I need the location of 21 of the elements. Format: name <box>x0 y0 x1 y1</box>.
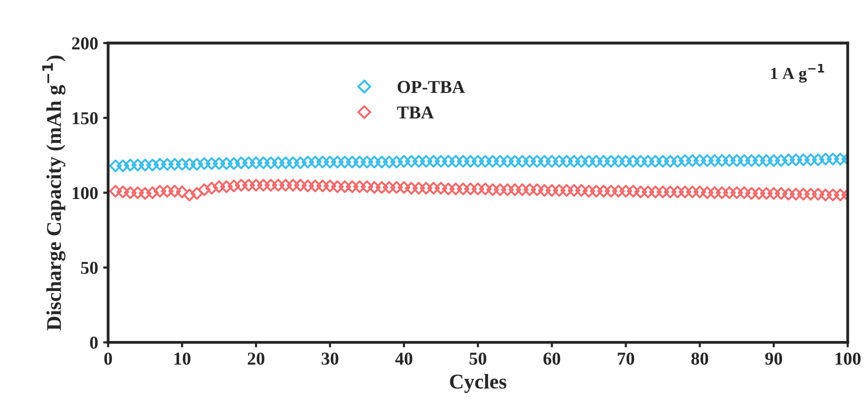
x-tick-label: 40 <box>395 352 412 365</box>
x-tick-label: 0 <box>104 352 112 365</box>
annotation: 1 A g$^{−1}$ <box>771 64 824 83</box>
x-tick-label: 70 <box>618 352 634 365</box>
x-tick-label: 80 <box>691 352 708 365</box>
x-tick-label: 30 <box>322 352 338 365</box>
x-tick-label: 50 <box>470 352 486 365</box>
y-tick-label: 100 <box>72 186 98 200</box>
x-tick-label: 20 <box>248 352 264 365</box>
x-tick-label: 90 <box>765 352 782 365</box>
y-tick-label: 200 <box>72 37 98 50</box>
y-tick-label: 0 <box>90 336 98 349</box>
legend-label: TBA <box>397 106 434 118</box>
y-axis-title: Discharge Capacity (mAh g$^{−1}$) <box>42 56 66 330</box>
x-tick-label: 10 <box>174 352 190 365</box>
y-tick-label: 150 <box>72 112 98 124</box>
y-tick-label: 50 <box>81 262 98 274</box>
legend-label: OP-TBA <box>398 80 465 94</box>
x-tick-label: 60 <box>543 352 560 365</box>
x-axis-title: Cycles <box>450 374 506 393</box>
x-tick-label: 100 <box>836 352 861 365</box>
